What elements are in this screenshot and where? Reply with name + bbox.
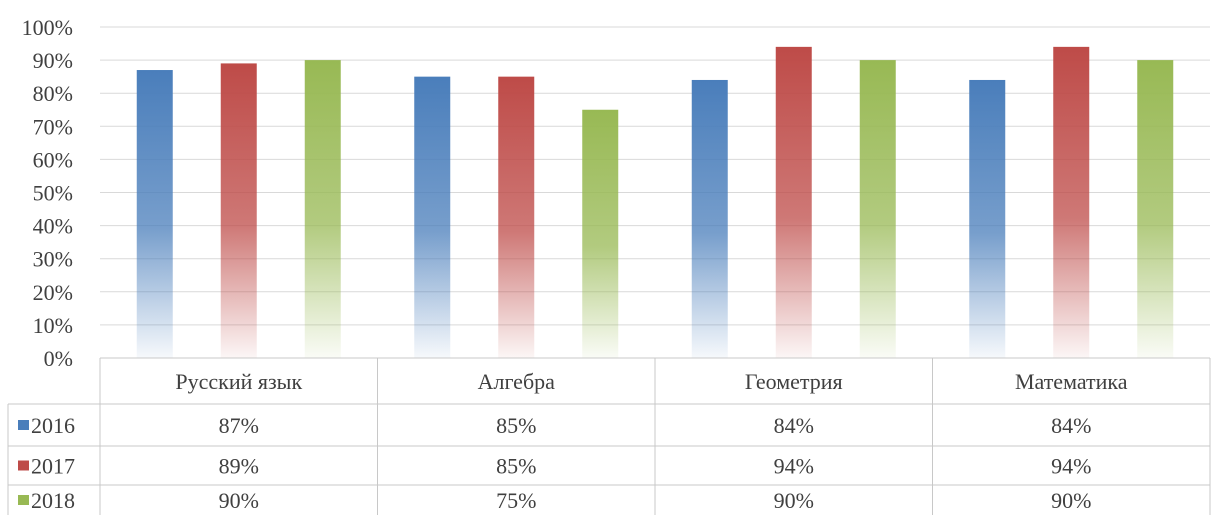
table-cell: 75% [496, 488, 536, 513]
y-tick-label: 90% [33, 48, 73, 73]
bar-2016-1 [136, 70, 173, 358]
data-table: Русский язык Алгебра Геометрия Математика 20… [7, 357, 1211, 515]
series-name: 2018 [31, 488, 75, 513]
series-name: 2017 [31, 454, 75, 479]
table-cell: 85% [496, 454, 536, 479]
table-cell: 84% [774, 413, 814, 438]
legend-key-2016 [18, 420, 29, 430]
y-tick-label: 70% [33, 114, 73, 139]
legend-key-2018 [18, 495, 29, 505]
y-tick-label: 10% [33, 313, 73, 338]
bar-2018-4 [1137, 60, 1174, 358]
y-tick-label: 100% [22, 15, 73, 40]
table-cell: 84% [1051, 413, 1091, 438]
table-cell: 87% [219, 413, 259, 438]
y-tick-label: 60% [33, 147, 73, 172]
category-label: Математика [1015, 369, 1128, 394]
table-cell: 90% [1051, 488, 1091, 513]
gridlines [100, 26, 1210, 326]
bar-2017-4 [1053, 46, 1090, 359]
y-tick-label: 80% [33, 81, 73, 106]
y-axis-ticks: 0% 10% 20% 30% 40% 50% 60% 70% 80% 90% 100% [22, 15, 73, 371]
y-tick-label: 30% [33, 247, 73, 272]
table-cell: 90% [219, 488, 259, 513]
bar-2016-3 [691, 79, 728, 359]
bar-2017-3 [775, 46, 812, 359]
bar-2017-2 [498, 76, 535, 359]
table-cell: 94% [1051, 454, 1091, 479]
table-cell: 90% [774, 488, 814, 513]
category-label: Алгебра [478, 369, 556, 394]
table-cell: 94% [774, 454, 814, 479]
category-label: Русский язык [175, 369, 302, 394]
bar-2018-2 [582, 109, 619, 358]
table-cell: 89% [219, 454, 259, 479]
bar-2016-2 [414, 76, 451, 359]
legend-key-2017 [18, 460, 29, 471]
table-cell: 85% [496, 413, 536, 438]
bars [136, 46, 1174, 359]
bar-2016-4 [969, 79, 1006, 359]
y-tick-label: 20% [33, 280, 73, 305]
y-tick-label: 50% [33, 181, 73, 206]
y-tick-label: 40% [33, 214, 73, 239]
bar-2018-3 [859, 60, 896, 358]
series-name: 2016 [31, 413, 75, 438]
y-tick-label: 0% [44, 346, 73, 371]
bar-2018-1 [304, 60, 341, 358]
bar-2017-1 [220, 63, 257, 358]
category-label: Геометрия [745, 369, 843, 394]
